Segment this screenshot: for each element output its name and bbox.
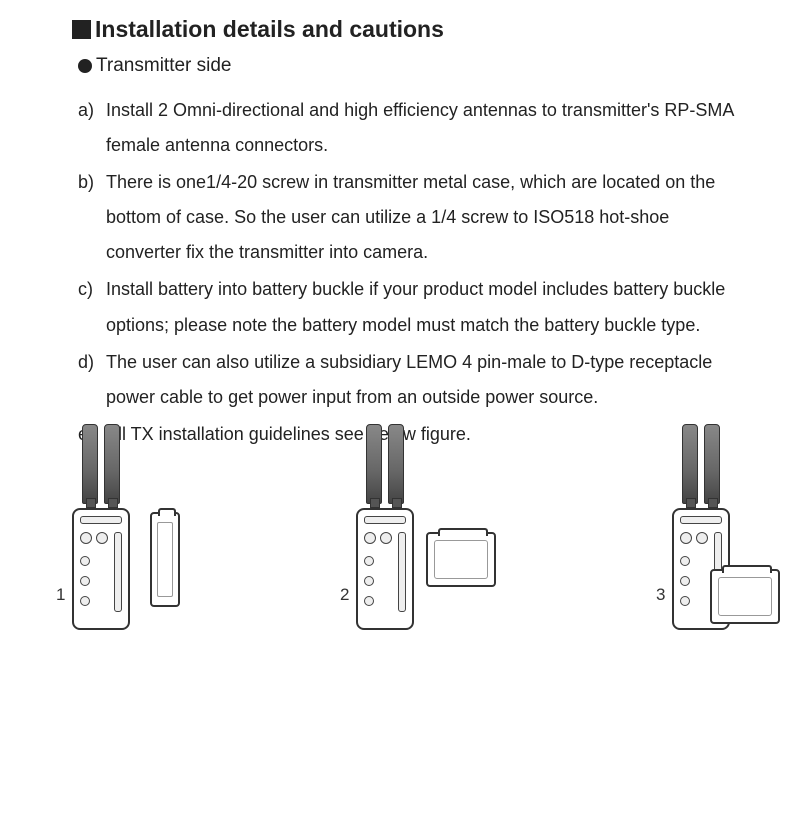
- battery-wide-icon: [426, 532, 496, 587]
- figure-1: 1: [72, 490, 180, 630]
- battery-slim-icon: [150, 512, 180, 607]
- list-item: c) Install battery into battery buckle i…: [78, 272, 740, 342]
- item-marker: a): [78, 93, 106, 163]
- figure-3: 3: [672, 490, 730, 630]
- item-marker: c): [78, 272, 106, 342]
- section-heading: Installation details and cautions: [72, 16, 740, 43]
- subsection-heading: Transmitter side: [72, 55, 740, 77]
- instruction-list: a) Install 2 Omni-directional and high e…: [72, 93, 740, 452]
- transmitter-icon: [72, 490, 130, 630]
- square-bullet-icon: [72, 20, 91, 39]
- item-marker: d): [78, 345, 106, 415]
- item-text: Install battery into battery buckle if y…: [106, 272, 740, 342]
- list-item: a) Install 2 Omni-directional and high e…: [78, 93, 740, 163]
- figure-label: 1: [56, 585, 65, 605]
- item-marker: b): [78, 165, 106, 270]
- list-item: b) There is one1/4-20 screw in transmitt…: [78, 165, 740, 270]
- item-text: Install 2 Omni-directional and high effi…: [106, 93, 740, 163]
- figure-label: 2: [340, 585, 349, 605]
- figure-2: 2: [356, 490, 496, 630]
- figure-row: 1 2: [72, 454, 740, 630]
- item-text: All TX installation guidelines see below…: [106, 417, 740, 452]
- item-text: The user can also utilize a subsidiary L…: [106, 345, 740, 415]
- item-text: There is one1/4-20 screw in transmitter …: [106, 165, 740, 270]
- document-page: Installation details and cautions Transm…: [0, 0, 800, 660]
- list-item: e) All TX installation guidelines see be…: [78, 417, 740, 452]
- heading-text: Installation details and cautions: [95, 16, 444, 43]
- transmitter-with-battery-icon: [672, 490, 730, 630]
- list-item: d) The user can also utilize a subsidiar…: [78, 345, 740, 415]
- transmitter-icon: [356, 490, 414, 630]
- figure-label: 3: [656, 585, 665, 605]
- dot-bullet-icon: [78, 59, 92, 73]
- subheading-text: Transmitter side: [96, 55, 232, 77]
